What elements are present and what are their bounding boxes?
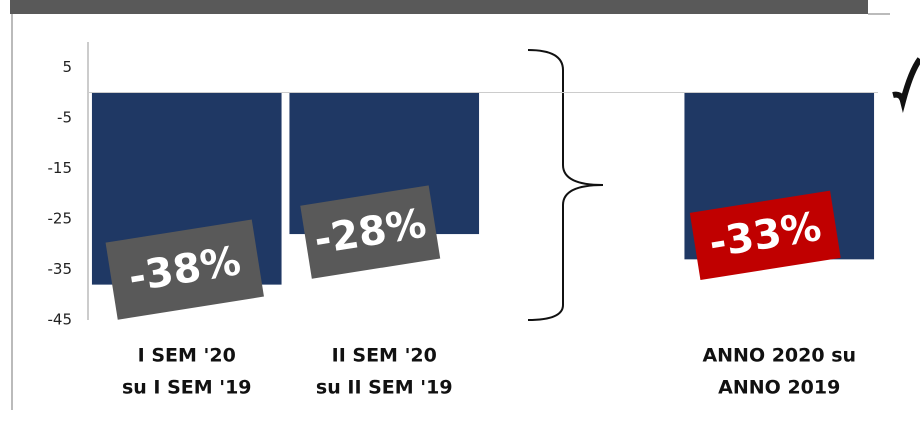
y-tick-label: -25 <box>48 209 73 227</box>
label-bg <box>689 190 841 281</box>
brace <box>527 49 604 321</box>
y-tick-label: -35 <box>48 260 73 278</box>
y-tick-label: -45 <box>48 311 73 329</box>
x-tick-label: II SEM '20 <box>332 345 437 367</box>
value-label-box: -38% <box>105 219 264 320</box>
header-band <box>10 0 868 14</box>
y-tick-label: -15 <box>48 159 73 177</box>
check-icon <box>892 57 920 113</box>
value-label-box: -33% <box>689 190 841 281</box>
x-tick-label: su II SEM '19 <box>316 377 453 399</box>
x-tick-label: ANNO 2019 <box>718 377 840 399</box>
x-tick-label: ANNO 2020 su <box>702 345 856 367</box>
x-tick-label: I SEM '20 <box>138 345 236 367</box>
label-bg <box>105 219 264 320</box>
value-label-box: -28% <box>300 185 441 279</box>
y-tick-label: -5 <box>57 108 72 126</box>
x-tick-label: su I SEM '19 <box>122 377 252 399</box>
label-bg <box>300 185 441 279</box>
y-tick-label: 5 <box>62 58 72 76</box>
